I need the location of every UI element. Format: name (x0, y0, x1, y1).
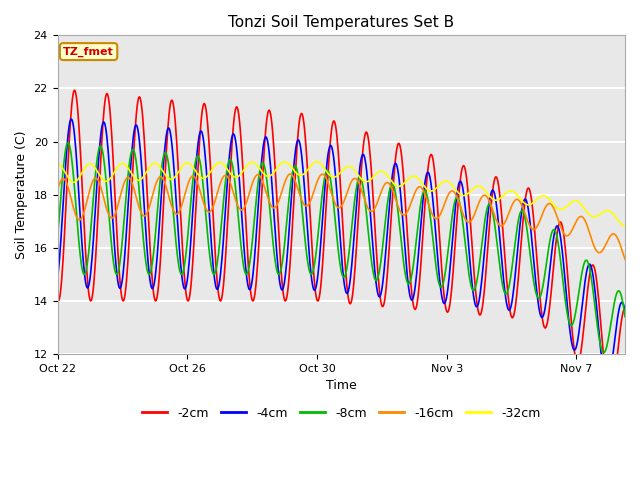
-8cm (374, 276, 381, 282)
-4cm (621, 308, 629, 313)
-2cm (371, 222, 379, 228)
-32cm (296, 172, 304, 178)
-4cm (374, 289, 381, 295)
-2cm (297, 111, 305, 117)
-32cm (54, 161, 61, 167)
Line: -4cm: -4cm (58, 119, 625, 383)
-2cm (436, 247, 444, 252)
-8cm (436, 284, 444, 290)
-8cm (54, 235, 61, 241)
-4cm (436, 283, 444, 289)
-16cm (338, 203, 346, 209)
Legend: -2cm, -4cm, -8cm, -16cm, -32cm: -2cm, -4cm, -8cm, -16cm, -32cm (137, 402, 545, 425)
-4cm (198, 131, 206, 136)
-2cm (606, 395, 614, 400)
-32cm (436, 181, 444, 187)
-2cm (338, 202, 346, 208)
-16cm (374, 199, 381, 205)
-16cm (286, 171, 294, 177)
-4cm (603, 380, 611, 385)
-2cm (198, 108, 206, 113)
-16cm (371, 205, 379, 211)
-8cm (621, 314, 629, 320)
Line: -32cm: -32cm (58, 162, 625, 227)
Line: -2cm: -2cm (58, 90, 625, 397)
-2cm (374, 264, 381, 270)
-32cm (198, 175, 205, 180)
Title: Tonzi Soil Temperatures Set B: Tonzi Soil Temperatures Set B (228, 15, 454, 30)
-8cm (65, 140, 72, 145)
-8cm (600, 350, 608, 356)
-16cm (621, 256, 629, 262)
-16cm (436, 212, 444, 217)
-32cm (338, 168, 346, 174)
-32cm (313, 159, 321, 165)
-32cm (371, 172, 379, 178)
-4cm (338, 255, 346, 261)
-2cm (70, 87, 78, 93)
Text: TZ_fmet: TZ_fmet (63, 47, 114, 57)
-4cm (54, 276, 61, 281)
-16cm (297, 195, 305, 201)
-4cm (67, 116, 75, 122)
-8cm (338, 270, 346, 276)
-16cm (198, 193, 205, 199)
Y-axis label: Soil Temperature (C): Soil Temperature (C) (15, 131, 28, 259)
-32cm (621, 224, 629, 229)
Line: -8cm: -8cm (58, 143, 625, 353)
-2cm (621, 305, 629, 311)
-4cm (371, 267, 379, 273)
-4cm (297, 147, 305, 153)
Line: -16cm: -16cm (58, 174, 625, 259)
-8cm (198, 175, 206, 180)
-16cm (54, 188, 61, 193)
X-axis label: Time: Time (326, 379, 356, 392)
-2cm (54, 297, 61, 302)
-8cm (297, 196, 305, 202)
-32cm (374, 170, 381, 176)
-8cm (371, 276, 379, 281)
